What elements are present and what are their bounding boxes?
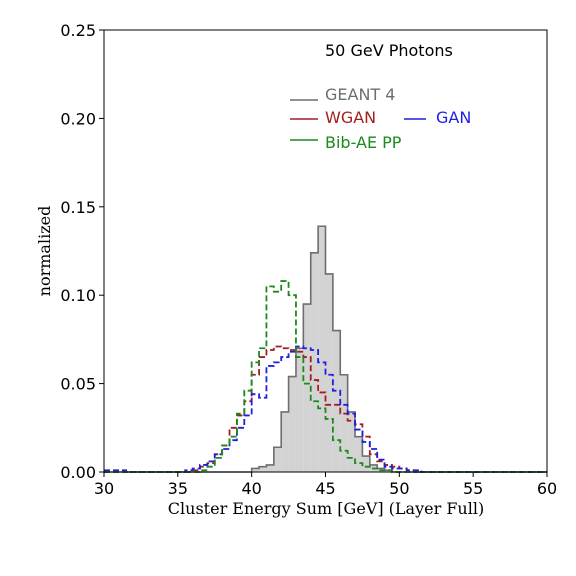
x-tick-label: 40	[241, 479, 261, 498]
histogram-bin	[362, 456, 370, 472]
histogram-bin	[310, 252, 319, 472]
histogram-bin	[384, 470, 392, 472]
histogram-bin	[347, 411, 356, 472]
x-tick-label: 55	[463, 479, 483, 498]
y-tick-label: 0.05	[60, 375, 96, 394]
histogram-bin	[251, 468, 260, 472]
legend-label-wgan: WGAN	[325, 108, 376, 127]
x-tick-label: 45	[315, 479, 335, 498]
y-axis: 0.00 0.05 0.10 0.15 0.20 0.25	[60, 21, 104, 482]
x-tick-label: 35	[168, 479, 188, 498]
legend-label-bibae: Bib-AE PP	[325, 133, 402, 152]
x-axis: 30 35 40 45 50 55 60	[94, 472, 557, 498]
y-tick-label: 0.10	[60, 286, 96, 305]
legend: GEANT 4 WGAN GAN Bib-AE PP	[290, 85, 471, 152]
y-axis-title: normalized	[35, 206, 54, 297]
histogram-bin	[340, 374, 348, 472]
x-tick-label: 30	[94, 479, 114, 498]
histogram-bin	[288, 376, 296, 472]
histogram-bin	[325, 273, 333, 472]
y-tick-label: 0.20	[60, 109, 96, 128]
histogram-bin	[259, 466, 267, 472]
histogram-bin	[281, 411, 289, 472]
x-tick-label: 60	[537, 479, 557, 498]
histogram-bin	[303, 304, 311, 472]
histogram-bin	[332, 330, 341, 472]
y-tick-label: 0.15	[60, 198, 96, 217]
y-tick-label: 0.25	[60, 21, 96, 40]
histogram-bin	[266, 464, 274, 472]
histogram-bin	[355, 436, 363, 472]
legend-label-geant4: GEANT 4	[325, 85, 395, 104]
histogram-bin	[295, 348, 304, 472]
legend-label-gan: GAN	[436, 108, 471, 127]
histogram-bin	[318, 226, 326, 472]
histogram-bin	[273, 447, 282, 472]
plot-title: 50 GeV Photons	[325, 41, 453, 60]
y-tick-label: 0.00	[60, 463, 96, 482]
x-tick-label: 50	[389, 479, 409, 498]
x-axis-title: Cluster Energy Sum [GeV] (Layer Full)	[168, 499, 484, 518]
